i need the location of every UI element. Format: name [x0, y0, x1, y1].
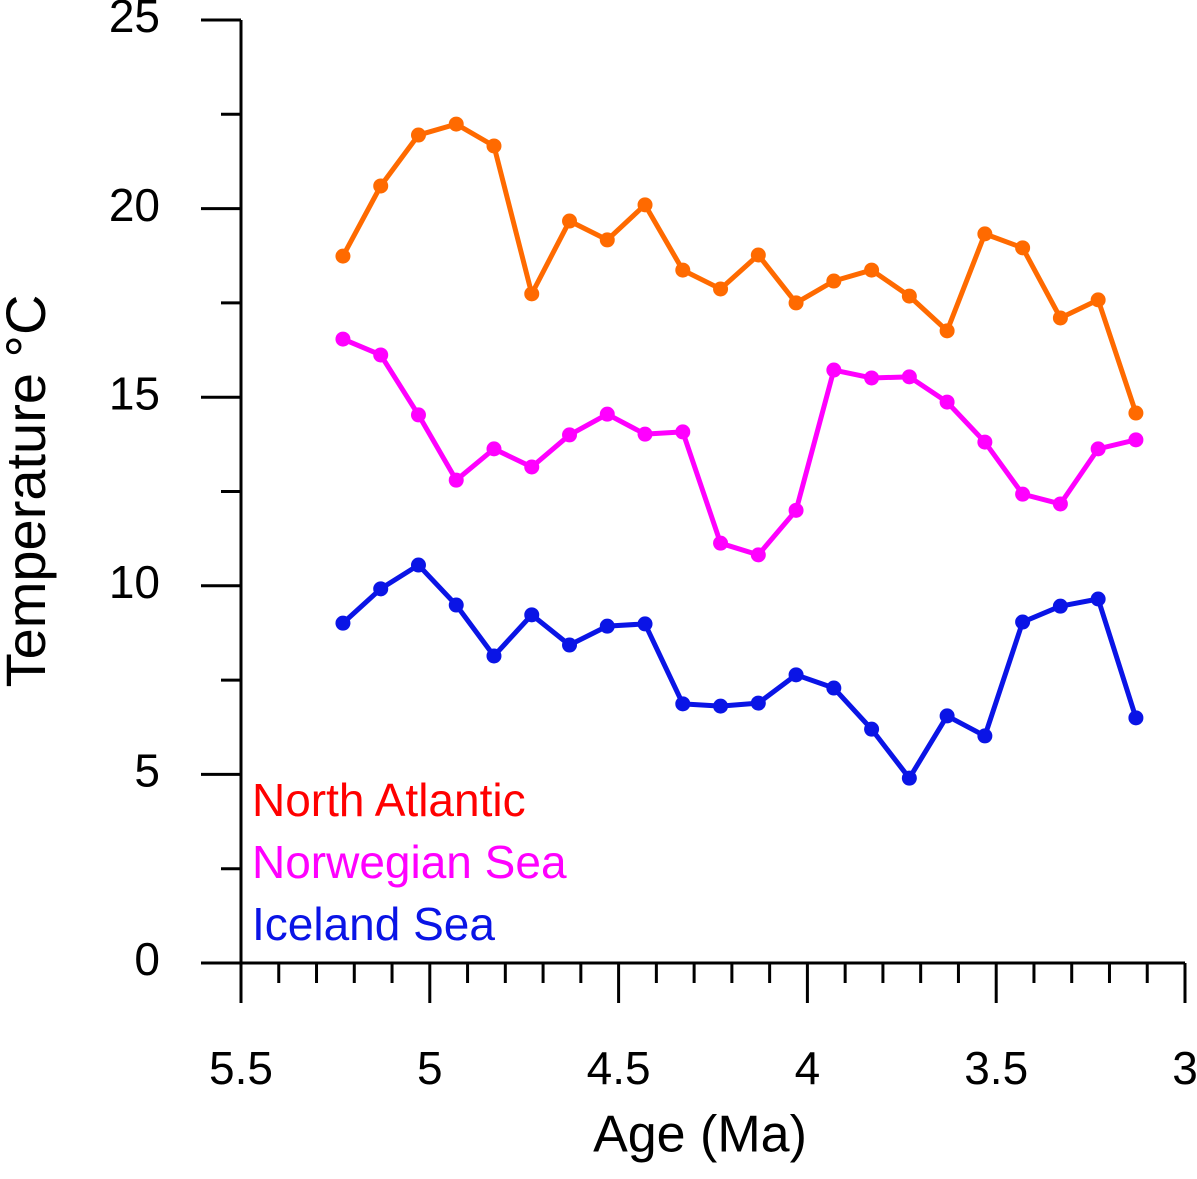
y-tick-label: 5 [134, 745, 160, 797]
y-axis-title: Temperature °C [0, 295, 57, 688]
data-point [410, 557, 426, 573]
data-point [939, 708, 955, 724]
data-point [713, 698, 729, 714]
data-point [524, 459, 540, 475]
data-point [562, 213, 578, 229]
data-point [486, 648, 502, 664]
data-point [750, 695, 766, 711]
data-point [939, 323, 955, 339]
data-point [901, 770, 917, 786]
data-point [675, 262, 691, 278]
data-point [977, 434, 993, 450]
data-point [637, 426, 653, 442]
data-point [750, 247, 766, 263]
data-point [562, 637, 578, 653]
data-point [864, 370, 880, 386]
data-point [637, 616, 653, 632]
data-point [599, 406, 615, 422]
data-point [373, 347, 389, 363]
y-tick-label: 15 [109, 367, 160, 419]
data-point [788, 667, 804, 683]
data-point [826, 273, 842, 289]
x-tick-label: 3 [1172, 1042, 1197, 1094]
data-point [864, 262, 880, 278]
data-point [335, 615, 351, 631]
data-point [713, 281, 729, 297]
x-tick-label: 5 [417, 1042, 443, 1094]
data-point [1128, 710, 1144, 726]
x-tick-label: 3.5 [964, 1042, 1028, 1094]
data-point [599, 232, 615, 248]
data-point [1052, 598, 1068, 614]
y-tick-label: 20 [109, 179, 160, 231]
data-point [1015, 486, 1031, 502]
series-line [341, 562, 1139, 781]
data-point [486, 138, 502, 154]
data-point [901, 369, 917, 385]
legend-entry: Norwegian Sea [252, 836, 567, 888]
data-point [335, 248, 351, 264]
data-point [410, 127, 426, 143]
data-point [410, 407, 426, 423]
data-point [1015, 240, 1031, 256]
data-point [1090, 591, 1106, 607]
data-point [1128, 405, 1144, 421]
data-point [939, 394, 955, 410]
data-point [373, 178, 389, 194]
y-tick-label: 10 [109, 556, 160, 608]
data-point [1128, 432, 1144, 448]
data-point [864, 721, 880, 737]
x-axis-title: Age (Ma) [593, 1106, 807, 1164]
x-tick-label: 4 [795, 1042, 821, 1094]
data-point [788, 295, 804, 311]
legend-entry: Iceland Sea [252, 898, 495, 950]
data-point [524, 286, 540, 302]
data-point [562, 427, 578, 443]
data-point [637, 197, 653, 213]
data-point [1052, 496, 1068, 512]
data-point [750, 547, 766, 563]
data-point [675, 424, 691, 440]
data-point [901, 288, 917, 304]
data-point [1090, 292, 1106, 308]
data-point [826, 680, 842, 696]
data-point [448, 597, 464, 613]
data-point [335, 331, 351, 347]
data-point [788, 502, 804, 518]
series-line [340, 121, 1139, 414]
x-tick-label: 4.5 [587, 1042, 651, 1094]
series-line [341, 336, 1137, 558]
data-point [977, 728, 993, 744]
data-point [977, 226, 993, 242]
data-point [448, 472, 464, 488]
data-point [524, 607, 540, 623]
y-tick-label: 25 [109, 0, 160, 42]
data-point [448, 116, 464, 132]
data-point [486, 441, 502, 457]
data-point [675, 696, 691, 712]
data-point [713, 535, 729, 551]
data-point [1052, 310, 1068, 326]
data-point [826, 362, 842, 378]
data-point [1090, 441, 1106, 457]
x-tick-label: 5.5 [209, 1042, 273, 1094]
data-point [1015, 614, 1031, 630]
data-point [373, 581, 389, 597]
legend-entry: North Atlantic [252, 774, 526, 826]
y-tick-label: 0 [134, 933, 160, 985]
data-point [599, 618, 615, 634]
